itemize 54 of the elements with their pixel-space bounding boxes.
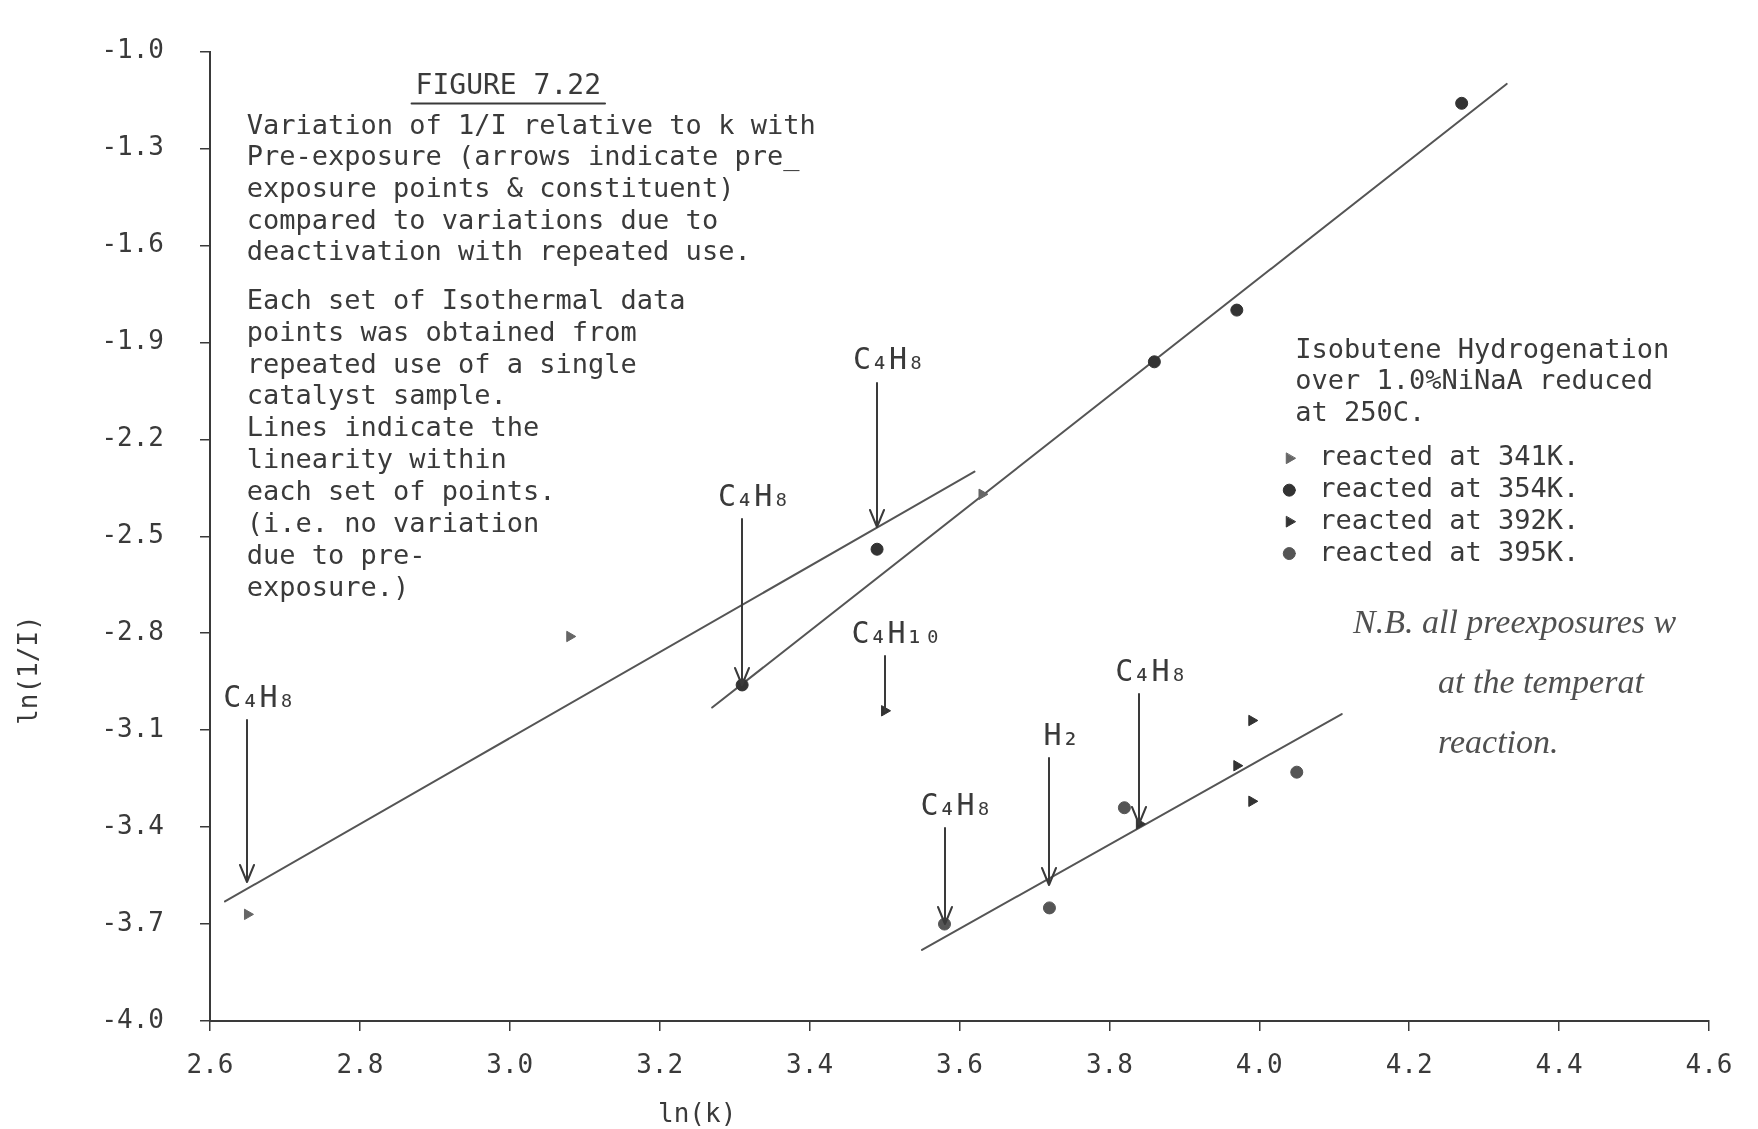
x-tick-label: 3.8 (1085, 1049, 1133, 1080)
annotation: C₄H₈ (223, 678, 296, 714)
y-tick-label: -2.5 (101, 519, 164, 550)
point (566, 630, 577, 643)
point (1147, 355, 1161, 369)
x-tick-label: 3.2 (636, 1049, 684, 1080)
y-tick-label: -3.4 (101, 809, 164, 840)
y-tick-label: -3.1 (101, 712, 164, 743)
legend-label: reacted at 395K. (1319, 535, 1580, 567)
point (1042, 901, 1056, 915)
y-axis-title: ln(1/I) (12, 615, 43, 725)
annotation: C₄H₈ (852, 341, 926, 377)
y-tick-label: -2.8 (101, 615, 164, 646)
legend-label: reacted at 341K. (1319, 440, 1580, 472)
point (881, 705, 892, 717)
x-axis-title: ln(k) (658, 1097, 737, 1128)
y-tick-label: -1.0 (101, 34, 164, 65)
point (1248, 714, 1259, 727)
x-tick-label: 4.6 (1685, 1049, 1733, 1080)
text: FIGURE 7.22 (415, 67, 602, 101)
point (1233, 760, 1244, 772)
legend-label: reacted at 354K. (1319, 472, 1580, 504)
y-tick-label: -1.9 (101, 325, 164, 356)
point (1248, 795, 1259, 807)
text: Each set of Isothermal data points was obtained from repeated use of a single catalyst sample. Lines indicate the linearity within each set of points. (i.e. no variation due to pre- exposure.) (246, 283, 686, 602)
x-tick-label: 3.6 (936, 1049, 983, 1080)
annotation: C₄H₁₀ (851, 614, 942, 650)
x-tick-label: 4.4 (1535, 1049, 1583, 1080)
legend-label: reacted at 392K. (1319, 503, 1580, 535)
annotation: C₄H₈ (920, 786, 993, 822)
point (243, 908, 254, 921)
point (1117, 801, 1131, 815)
x-tick-label: 3.0 (486, 1049, 534, 1080)
point (1230, 303, 1244, 317)
y-tick-label: -3.7 (101, 906, 164, 937)
y-tick-label: -1.6 (101, 228, 164, 259)
y-tick-label: -2.2 (101, 422, 164, 453)
annotation: Variation of 1/I relative to k with Pre-exposure (arrows indicate pre_ exposure points & constituent) compared to variations due to deactivation with repeated use. (246, 108, 816, 267)
annotation: N.B. all preexposures w at the temperat reaction. (1351, 603, 1677, 761)
x-tick-label: 2.8 (336, 1049, 384, 1080)
x-tick-label: 2.6 (186, 1049, 234, 1080)
annotation: H₂ (1043, 717, 1080, 753)
x-tick-label: 4.0 (1235, 1049, 1283, 1080)
annotation: C₄H₈ (718, 477, 791, 513)
x-tick-label: 4.2 (1385, 1049, 1433, 1080)
y-tick-label: -4.0 (101, 1003, 164, 1034)
point (978, 488, 989, 500)
y-tick-label: -1.3 (101, 131, 164, 162)
annotation: C₄H₈ (1115, 652, 1188, 688)
point (1455, 96, 1469, 110)
point (1290, 765, 1304, 779)
x-tick-label: 3.4 (786, 1049, 834, 1080)
point (870, 542, 884, 556)
legend-title: Isobutene Hydrogenation over 1.0%NiNaA reduced at 250C. (1295, 332, 1670, 427)
